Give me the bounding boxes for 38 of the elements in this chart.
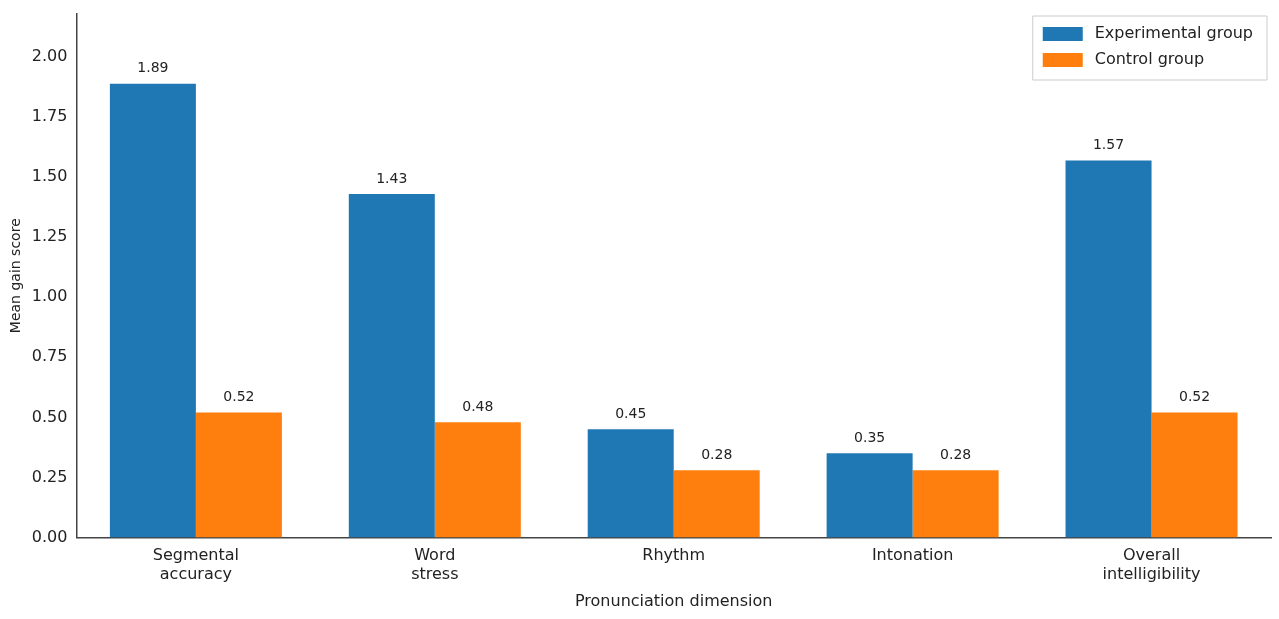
y-tick-label: 0.25 — [31, 466, 68, 486]
y-tick-label: 1.25 — [31, 226, 68, 246]
y-tick-label: 1.50 — [31, 166, 68, 186]
x-axis-title: Pronunciation dimension — [574, 590, 773, 610]
bar — [1065, 160, 1152, 538]
y-tick-label: 0.50 — [31, 406, 68, 426]
bar — [673, 470, 760, 538]
data-label: 1.89 — [137, 59, 169, 76]
bar — [587, 429, 674, 538]
x-tick-label: Segmental accuracy — [152, 545, 240, 584]
data-label: 0.35 — [854, 429, 886, 446]
bar — [109, 83, 196, 538]
y-tick-label: 1.75 — [31, 106, 68, 126]
y-axis-title: Mean gain score — [7, 218, 24, 334]
data-label: 0.48 — [462, 397, 494, 414]
x-tick-label: Intonation — [871, 545, 954, 565]
y-tick-label: 0.75 — [31, 346, 68, 366]
data-label: 0.52 — [223, 388, 255, 405]
bar — [348, 194, 435, 538]
data-label: 1.57 — [1092, 136, 1125, 153]
legend-label: Control group — [1094, 49, 1205, 69]
bar — [1151, 412, 1238, 538]
data-label: 1.43 — [376, 169, 408, 186]
bar — [434, 422, 521, 538]
x-tick-label: Rhythm — [642, 545, 706, 565]
y-tick-label: 2.00 — [31, 46, 68, 66]
data-label: 0.28 — [701, 445, 733, 462]
x-tick-label: Word stress — [411, 545, 459, 584]
y-tick-label: 0.00 — [31, 526, 68, 546]
bar — [826, 453, 913, 538]
data-label: 0.28 — [940, 445, 972, 462]
x-tick-label: Overall intelligibility — [1102, 545, 1201, 584]
bar — [912, 470, 999, 538]
data-label: 0.52 — [1178, 388, 1211, 405]
bar — [195, 412, 282, 538]
data-label: 0.45 — [615, 405, 647, 421]
legend-label: Experimental group — [1094, 23, 1253, 43]
y-tick-label: 1.00 — [31, 286, 68, 306]
